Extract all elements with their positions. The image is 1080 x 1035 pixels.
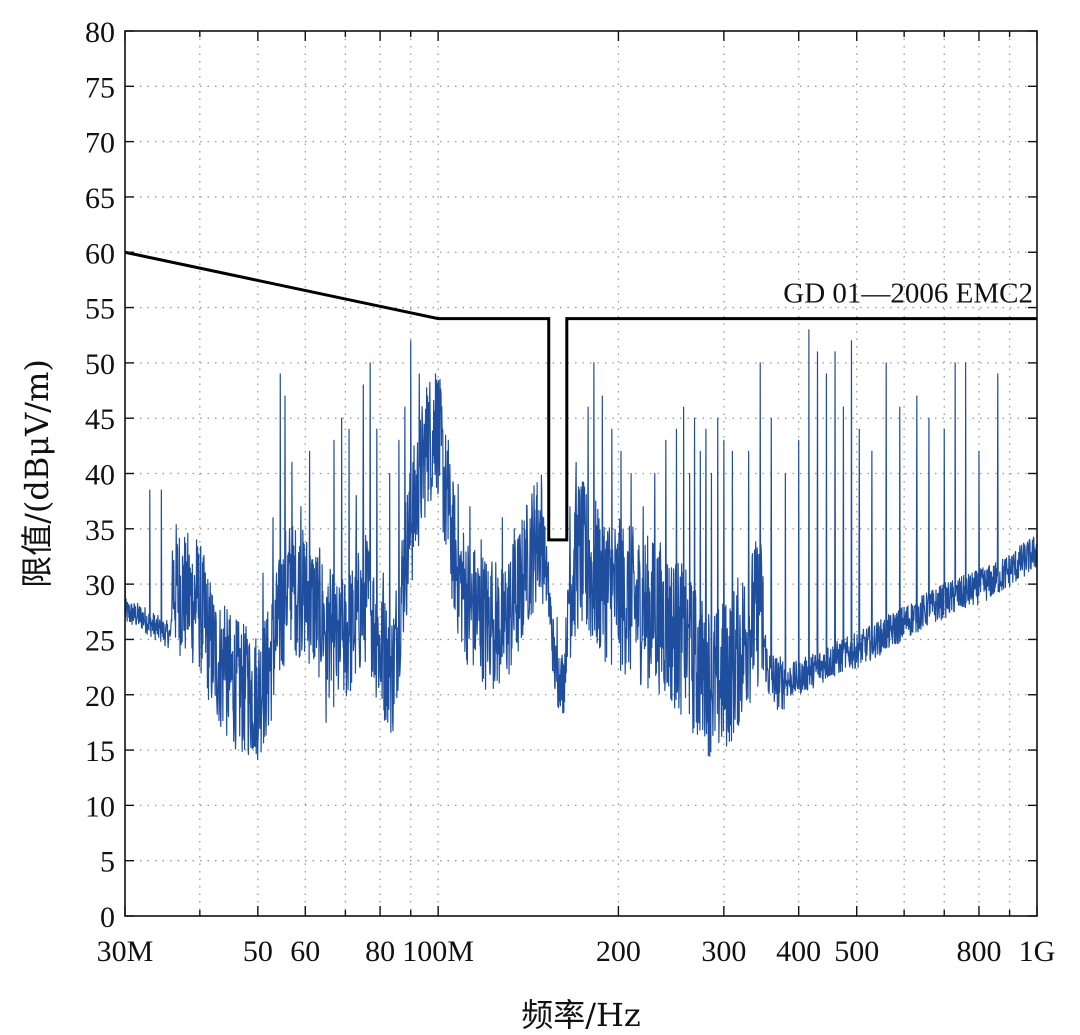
y-tick-label: 50 (85, 348, 115, 381)
limit-line-group (124, 250, 1037, 542)
y-tick-label: 15 (85, 735, 115, 768)
y-tick-label: 20 (85, 680, 115, 713)
y-tick-label: 10 (85, 790, 115, 823)
x-tick-label: 200 (596, 935, 641, 968)
x-tick-label: 500 (834, 935, 879, 968)
x-tick-label: 300 (701, 935, 746, 968)
y-tick-label: 30 (85, 569, 115, 602)
x-tick-label: 800 (956, 935, 1001, 968)
x-tick-label: 80 (365, 935, 395, 968)
x-tick-label: 100M (402, 935, 474, 968)
limit-line (124, 250, 1037, 542)
y-tick-label: 75 (85, 71, 115, 104)
y-tick-label: 5 (100, 846, 115, 879)
y-tick-label: 0 (100, 901, 115, 934)
measured-series-line (124, 329, 1038, 760)
y-tick-label: 35 (85, 514, 115, 547)
x-tick-label: 60 (290, 935, 320, 968)
y-axis-title: 限值/(dBμV/m) (18, 359, 56, 588)
y-tick-label: 70 (85, 127, 115, 160)
y-tick-label: 65 (85, 182, 115, 215)
measured-series (124, 329, 1038, 760)
y-tick-label: 60 (85, 237, 115, 270)
labels: 0 5 10 15 20 25 30 35 40 45 50 55 60 65 70 75 80 30M 50 60 8… (18, 16, 1055, 1034)
axes (124, 30, 1038, 917)
x-tick-label: 50 (243, 935, 273, 968)
x-axis-title: 频率/Hz (521, 996, 641, 1034)
y-tick-label: 80 (85, 16, 115, 49)
x-tick-label: 30M (97, 935, 154, 968)
y-tick-label: 40 (85, 459, 115, 492)
y-tick-label: 45 (85, 403, 115, 436)
limit-line-label: GD 01—2006 EMC2 (783, 278, 1033, 310)
x-tick-label: 400 (776, 935, 821, 968)
y-tick-label: 25 (85, 624, 115, 657)
x-tick-label: 1G (1019, 935, 1056, 968)
y-tick-label: 55 (85, 293, 115, 326)
